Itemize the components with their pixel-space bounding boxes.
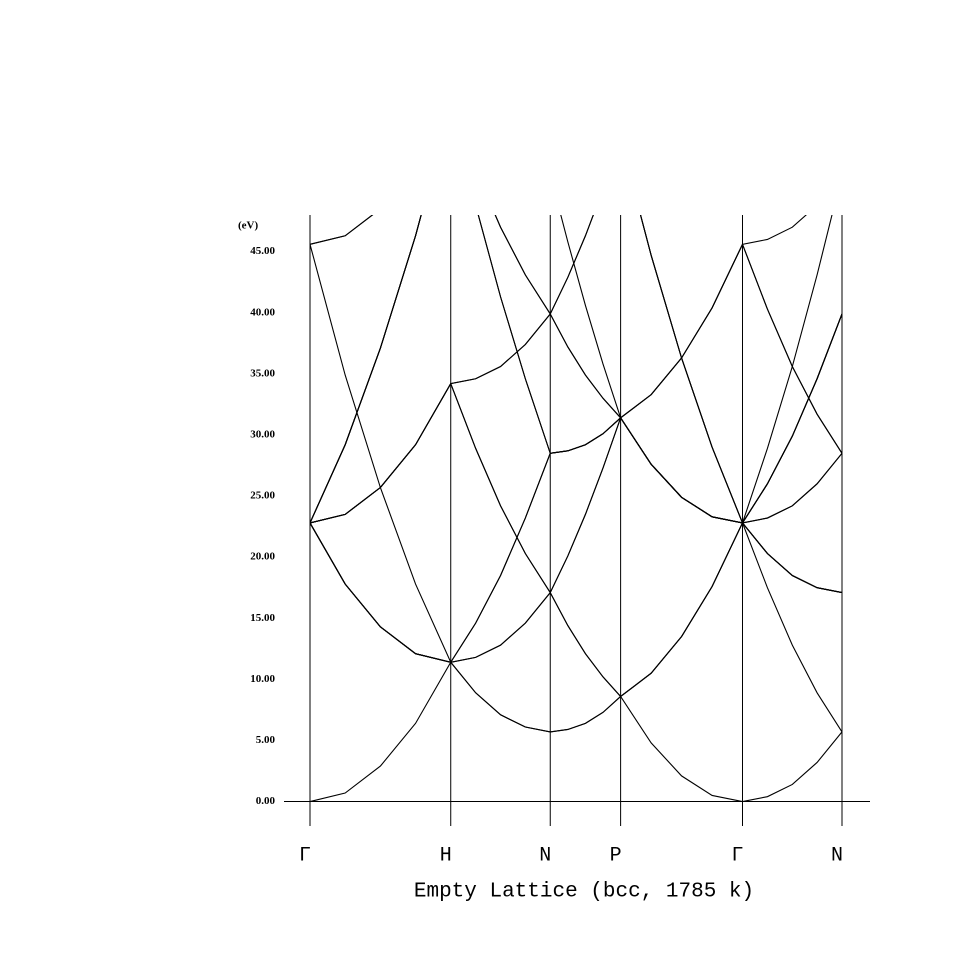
band <box>309 382 843 733</box>
x-tick-label: N <box>831 844 843 867</box>
band <box>309 313 843 663</box>
y-tick-label: 5.00 <box>256 734 276 746</box>
chart-title: Empty Lattice (bcc, 1785 k) <box>414 881 754 904</box>
band <box>309 313 843 663</box>
x-tick-label: N <box>539 844 551 867</box>
y-tick-label: 35.00 <box>250 367 275 379</box>
y-tick-label: 0.00 <box>256 795 276 807</box>
y-tick-label: 20.00 <box>250 551 275 563</box>
x-tick-label: Γ <box>299 844 311 867</box>
band <box>309 382 843 594</box>
band <box>309 215 843 454</box>
band <box>309 215 843 525</box>
band <box>309 215 833 525</box>
y-axis-label: (eV) <box>238 220 258 232</box>
band <box>309 521 843 733</box>
y-tick-label: 40.00 <box>250 306 275 318</box>
y-tick-label: 30.00 <box>250 428 275 440</box>
band <box>309 215 807 664</box>
y-tick-label: 10.00 <box>250 673 275 685</box>
band <box>309 521 843 698</box>
x-tick-label: P <box>610 844 622 867</box>
x-tick-label: Γ <box>731 844 743 867</box>
x-tick-label: H <box>440 844 452 867</box>
band <box>309 215 843 525</box>
y-tick-label: 45.00 <box>250 245 275 257</box>
y-tick-label: 15.00 <box>250 612 275 624</box>
y-tick-label: 25.00 <box>250 490 275 502</box>
band <box>309 661 843 803</box>
band <box>309 215 843 454</box>
